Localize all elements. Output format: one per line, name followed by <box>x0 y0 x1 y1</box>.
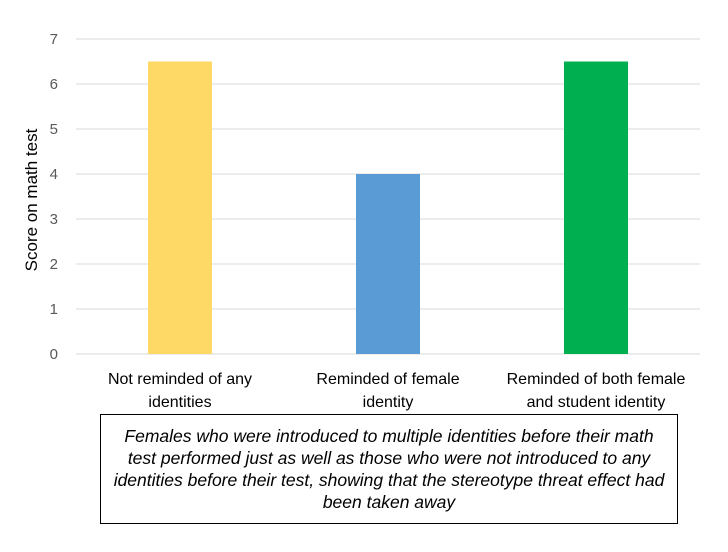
y-tick-label: 2 <box>50 256 58 273</box>
y-tick-label: 6 <box>50 76 58 93</box>
bar <box>564 61 628 354</box>
caption-text: Females who were introduced to multiple … <box>113 426 665 512</box>
y-tick-label: 5 <box>50 121 58 138</box>
y-tick-label: 7 <box>50 31 58 48</box>
category-label: Not reminded of any <box>108 371 252 388</box>
caption-box: Females who were introduced to multiple … <box>100 414 678 524</box>
category-label: identities <box>148 394 211 411</box>
y-axis-label: Score on math test <box>22 128 41 271</box>
bars <box>148 61 628 354</box>
bar <box>148 61 212 354</box>
bar <box>356 174 420 354</box>
y-tick-label: 3 <box>50 211 58 228</box>
y-tick-label: 4 <box>50 166 58 183</box>
category-labels: Not reminded of any identities Reminded of… <box>108 371 686 411</box>
y-tick-label: 1 <box>50 301 58 318</box>
category-label: Reminded of female <box>316 371 459 388</box>
y-axis-ticks: 0 1 2 3 4 5 6 7 <box>50 31 58 363</box>
bar-chart: 0 1 2 3 4 5 6 7 Not reminded of any identities Re… <box>22 31 700 411</box>
y-tick-label: 0 <box>50 346 58 363</box>
category-label: identity <box>363 394 414 411</box>
category-label: and student identity <box>527 394 666 411</box>
category-label: Reminded of both female <box>507 371 686 388</box>
